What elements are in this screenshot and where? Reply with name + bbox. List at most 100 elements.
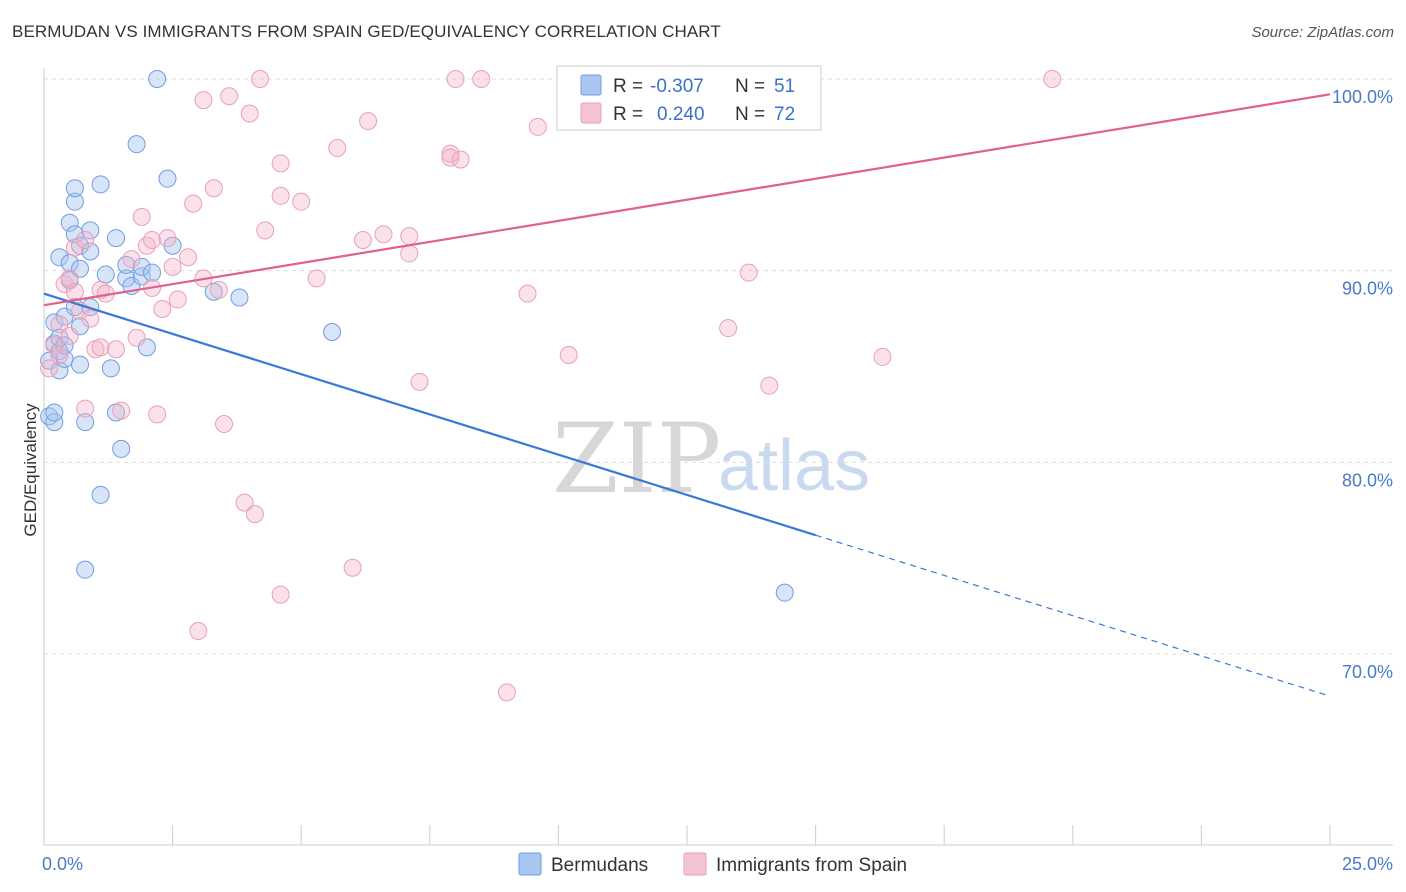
bermudans-trend-extension <box>815 534 1331 697</box>
spain-point-29 <box>168 290 187 309</box>
trend-lines <box>43 93 1331 697</box>
spain-point-37 <box>215 415 234 433</box>
spain-point-56 <box>410 372 429 391</box>
legend-r-value-2: 0.240 <box>657 104 705 125</box>
legend-r-label-1: R = <box>613 76 643 97</box>
spain-point-63 <box>518 284 537 303</box>
spain-point-7 <box>65 238 84 257</box>
bermudans-point-26 <box>81 221 100 240</box>
spain-point-31 <box>184 194 203 213</box>
spain-point-14 <box>91 338 110 357</box>
spain-point-49 <box>328 139 347 157</box>
bermudans-point-24 <box>76 413 95 432</box>
spain-point-42 <box>251 70 270 88</box>
bermudans-point-23 <box>71 355 90 374</box>
spain-point-35 <box>204 179 223 198</box>
bermudans-point-27 <box>81 242 100 261</box>
bermudans-points <box>40 70 794 602</box>
bermudans-point-4 <box>45 403 64 422</box>
spain-point-12 <box>81 309 100 328</box>
y-axis-title: GED/Equivalency <box>21 403 40 537</box>
bermudans-point-50 <box>775 583 794 602</box>
spain-point-11 <box>76 399 95 418</box>
spain-point-32 <box>189 622 208 640</box>
spain-point-69 <box>760 376 779 395</box>
source-credit: Source: ZipAtlas.com <box>1251 24 1394 41</box>
spain-point-36 <box>209 280 228 299</box>
spain-point-22 <box>137 236 156 255</box>
spain-point-3 <box>50 315 69 334</box>
legend-n-value-2: 72 <box>774 104 795 125</box>
watermark-atlas: atlas <box>718 426 870 506</box>
y-tick-label-80: 80.0% <box>1342 470 1393 490</box>
spain-point-1 <box>45 336 64 355</box>
spain-point-61 <box>472 70 491 88</box>
series-legend-swatch-bermudans <box>518 852 542 876</box>
bermudans-point-6 <box>50 248 69 267</box>
bermudans-point-32 <box>101 359 120 378</box>
bermudans-point-39 <box>127 135 146 154</box>
spain-point-21 <box>132 208 151 226</box>
y-tick-labels: 70.0% 80.0% 90.0% 100.0% <box>1332 87 1393 682</box>
legend-n-value-1: 51 <box>774 76 795 97</box>
bermudans-point-29 <box>91 175 110 194</box>
y-tick-label-100: 100.0% <box>1332 87 1393 107</box>
spain-point-52 <box>359 112 378 131</box>
spain-point-38 <box>220 87 239 106</box>
spain-point-43 <box>256 221 275 240</box>
spain-point-54 <box>400 227 419 246</box>
spain-point-0 <box>40 359 59 378</box>
y-tick-label-70: 70.0% <box>1342 662 1393 682</box>
legend-n-label-1: N = <box>735 76 765 97</box>
spain-point-55 <box>400 244 419 263</box>
spain-point-5 <box>60 269 79 288</box>
spain-point-40 <box>240 104 259 123</box>
spain-point-46 <box>271 585 290 604</box>
series-legend-label-spain: Immigrants from Spain <box>716 855 907 876</box>
bermudans-trend-line <box>43 292 816 537</box>
spain-trend-line <box>43 93 1331 307</box>
x-tick-label-right: 25.0% <box>1342 854 1393 874</box>
bermudans-point-44 <box>148 70 167 88</box>
bermudans-point-33 <box>107 229 126 248</box>
spain-points <box>40 70 1062 702</box>
spain-point-45 <box>271 186 290 205</box>
bermudans-point-17 <box>65 192 84 211</box>
spain-point-33 <box>194 91 213 110</box>
spain-point-8 <box>65 282 84 301</box>
series-legend-swatch-spain <box>683 852 707 876</box>
bermudans-point-12 <box>55 336 74 355</box>
y-tick-label-90: 90.0% <box>1342 279 1393 299</box>
bermudans-point-16 <box>65 225 84 244</box>
bermudans-point-43 <box>143 263 162 282</box>
spain-point-30 <box>179 248 198 267</box>
spain-point-51 <box>353 231 372 249</box>
spain-point-64 <box>528 117 547 136</box>
legend-r-label-2: R = <box>613 104 643 125</box>
spain-point-25 <box>148 405 167 424</box>
bermudans-point-25 <box>76 560 95 579</box>
legend-swatch-blue <box>580 74 602 96</box>
spain-point-60 <box>451 150 470 169</box>
spain-point-50 <box>343 558 362 577</box>
spain-point-6 <box>60 326 79 345</box>
spain-point-71 <box>1043 70 1062 88</box>
chart-title: BERMUDAN VS IMMIGRANTS FROM SPAIN GED/EQ… <box>12 22 721 41</box>
gridlines <box>44 78 1393 655</box>
spain-point-28 <box>163 257 182 276</box>
legend-swatch-pink <box>580 102 602 124</box>
spain-point-62 <box>497 683 516 702</box>
axes <box>43 68 1393 846</box>
bermudans-point-49 <box>323 323 342 341</box>
spain-point-23 <box>143 231 162 249</box>
spain-point-10 <box>76 231 95 249</box>
spain-point-2 <box>50 346 69 364</box>
spain-point-59 <box>446 70 465 88</box>
spain-point-47 <box>292 192 311 211</box>
spain-point-19 <box>122 250 141 269</box>
bermudans-point-35 <box>112 439 131 458</box>
spain-point-26 <box>153 300 172 318</box>
spain-point-27 <box>158 229 177 248</box>
bermudans-point-45 <box>158 169 177 188</box>
